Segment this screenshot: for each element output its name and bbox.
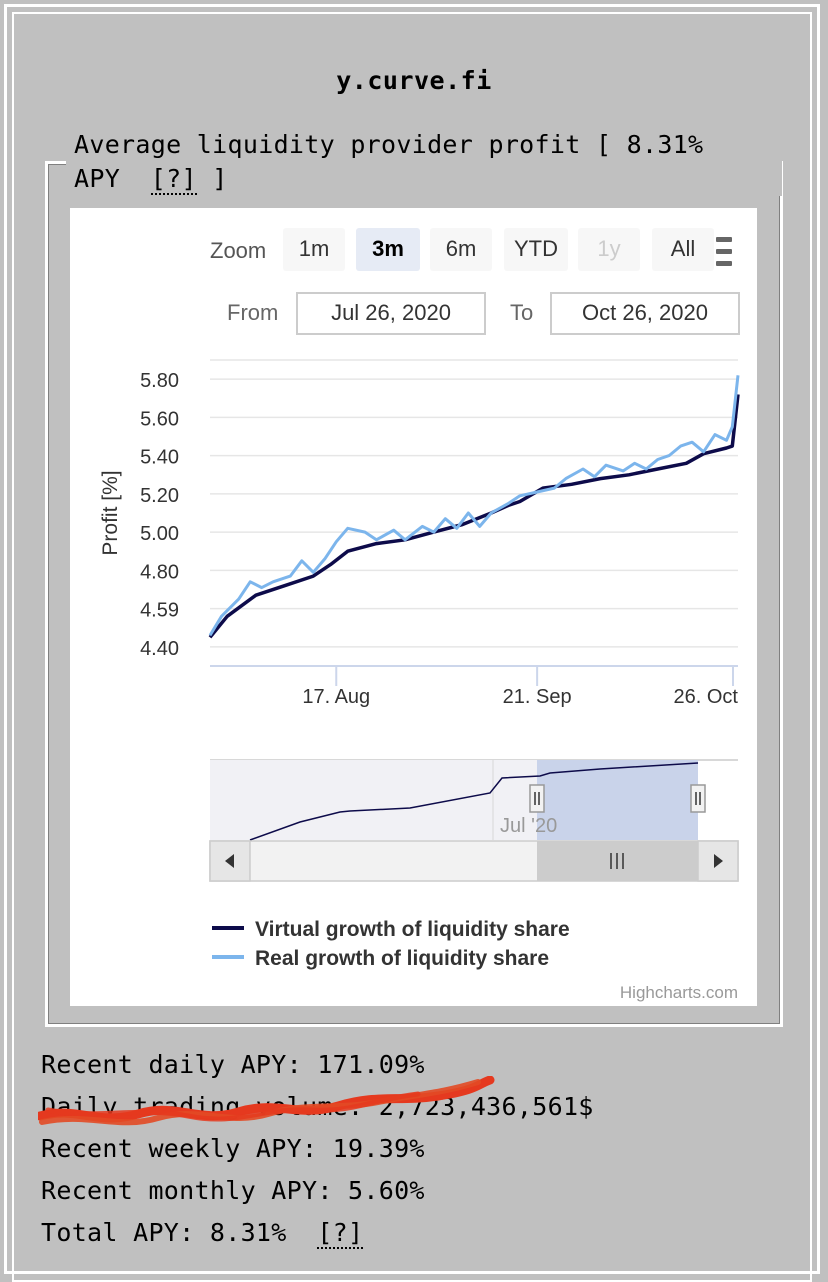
series-line-virtual — [208, 394, 740, 639]
profit-chart-svg: Zoom 1m 3m 6m YTD 1y All From Jul 26, 2020 To Oct … — [99, 228, 740, 1002]
stats-list: Recent daily APY: 171.09% Daily trading … — [41, 1044, 594, 1254]
panel-legend: Average liquidity provider profit [ 8.31… — [66, 128, 782, 196]
apy-help-link[interactable]: [?] — [150, 164, 197, 195]
y-tick-label: 5.60 — [140, 408, 179, 430]
x-tick-label: 26. Oct — [674, 686, 739, 708]
scrollbar-right-arrow-icon — [714, 854, 723, 868]
to-label: To — [510, 300, 533, 325]
recent-weekly-apy: Recent weekly APY: 19.39% — [41, 1134, 425, 1163]
navigator-unselected-mask — [210, 760, 537, 840]
navigator-right-handle[interactable] — [690, 784, 706, 813]
recent-daily-apy: Recent daily APY: 171.09% — [41, 1050, 425, 1079]
y-tick-label: 5.80 — [140, 370, 179, 392]
navigator-selected-range — [537, 760, 698, 840]
panel-legend-apy: APY — [74, 164, 121, 193]
zoom-button-label-1m: 1m — [299, 236, 330, 261]
zoom-button-label-all: All — [671, 236, 695, 261]
zoom-button-1m[interactable] — [283, 228, 345, 271]
zoom-button-ytd[interactable] — [504, 228, 568, 271]
zoom-button-label-3m: 3m — [372, 236, 404, 261]
total-apy: Total APY: 8.31% [?] — [41, 1212, 594, 1254]
panel-legend-suffix: ] — [212, 164, 228, 193]
profit-chart: Zoom 1m 3m 6m YTD 1y All From Jul 26, 2020 To Oct … — [70, 208, 757, 1006]
scrollbar-left-arrow-icon — [225, 854, 234, 868]
y-tick-label: 5.00 — [140, 523, 179, 545]
navigator-series-line — [249, 762, 699, 841]
y-axis-title: Profit [%] — [99, 470, 122, 555]
x-tick-label: 17. Aug — [302, 686, 370, 708]
navigator-axis-label: Jul '20 — [500, 815, 557, 837]
from-date-input[interactable] — [296, 292, 486, 335]
from-label: From — [227, 300, 278, 325]
x-tick-label: 21. Sep — [503, 686, 572, 708]
zoom-button-all[interactable] — [652, 228, 714, 271]
daily-trading-volume: Daily trading volume: 2,723,436,561$ — [41, 1092, 594, 1121]
zoom-button-label-1y: 1y — [597, 236, 620, 261]
menu-icon-bar[interactable] — [716, 249, 732, 254]
series-line-real — [208, 375, 740, 637]
zoom-button-1y — [578, 228, 640, 271]
recent-monthly-apy: Recent monthly APY: 5.60% — [41, 1176, 425, 1205]
legend-item-real[interactable]: Real growth of liquidity share — [255, 947, 549, 970]
panel-legend-prefix: Average liquidity provider profit [ 8.31… — [74, 130, 704, 159]
menu-icon-bar[interactable] — [716, 237, 732, 242]
zoom-button-label-6m: 6m — [446, 236, 477, 261]
zoom-button-label-ytd: YTD — [514, 236, 558, 261]
zoom-button-3m[interactable] — [356, 228, 420, 271]
navigator-left-handle[interactable] — [529, 784, 545, 813]
from-date-value: Jul 26, 2020 — [331, 300, 451, 325]
page-title: y.curve.fi — [336, 66, 492, 95]
to-date-input[interactable] — [550, 292, 740, 335]
menu-icon-bar[interactable] — [716, 261, 732, 266]
y-tick-label: 4.59 — [140, 600, 179, 622]
legend-item-virtual[interactable]: Virtual growth of liquidity share — [255, 918, 570, 941]
y-tick-label: 4.40 — [140, 638, 179, 660]
zoom-label: Zoom — [210, 238, 266, 263]
highcharts-credit-link[interactable]: Highcharts.com — [620, 983, 738, 1002]
zoom-button-6m[interactable] — [430, 228, 492, 271]
y-tick-label: 5.20 — [140, 485, 179, 507]
y-tick-label: 5.40 — [140, 447, 179, 469]
total-apy-text: Total APY: 8.31% — [41, 1218, 287, 1247]
total-apy-help-link[interactable]: [?] — [317, 1218, 364, 1249]
y-tick-label: 4.80 — [140, 561, 179, 583]
to-date-value: Oct 26, 2020 — [582, 300, 708, 325]
